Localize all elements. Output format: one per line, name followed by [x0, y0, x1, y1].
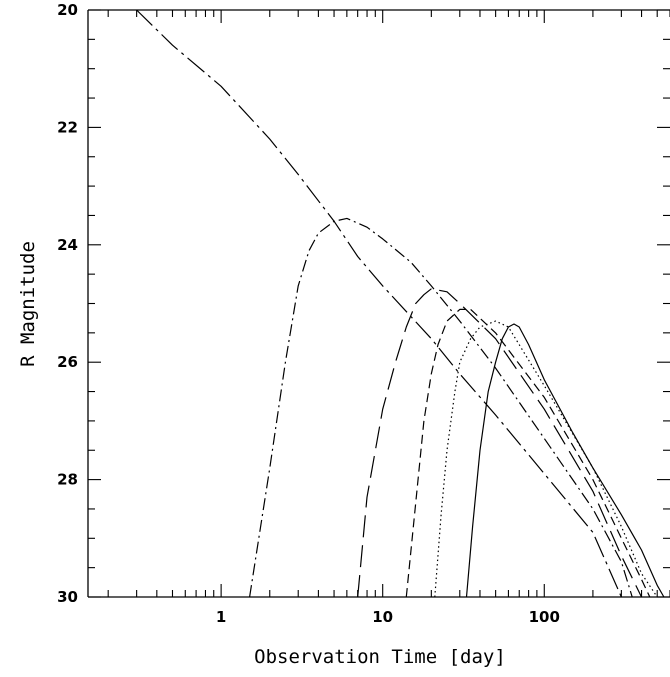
x-tick-label: 1: [216, 608, 226, 626]
series-line-2: [249, 217, 633, 598]
y-axis-title: R Magnitude: [17, 241, 39, 367]
y-tick-label: 28: [57, 471, 78, 489]
y-tick-label: 30: [57, 588, 78, 606]
x-tick-label: 100: [529, 608, 560, 626]
series-line-6: [465, 323, 665, 598]
y-tick-label: 26: [57, 353, 78, 371]
series-line-4: [405, 308, 651, 598]
y-tick-label: 24: [57, 236, 78, 254]
y-tick-label: 20: [57, 1, 78, 19]
x-axis-title: Observation Time [day]: [254, 646, 506, 668]
y-tick-label: 22: [57, 118, 78, 136]
x-tick-label: 10: [372, 608, 393, 626]
series-line-3: [357, 288, 643, 598]
series-line-1: [136, 9, 622, 598]
series-line-5: [434, 320, 658, 598]
